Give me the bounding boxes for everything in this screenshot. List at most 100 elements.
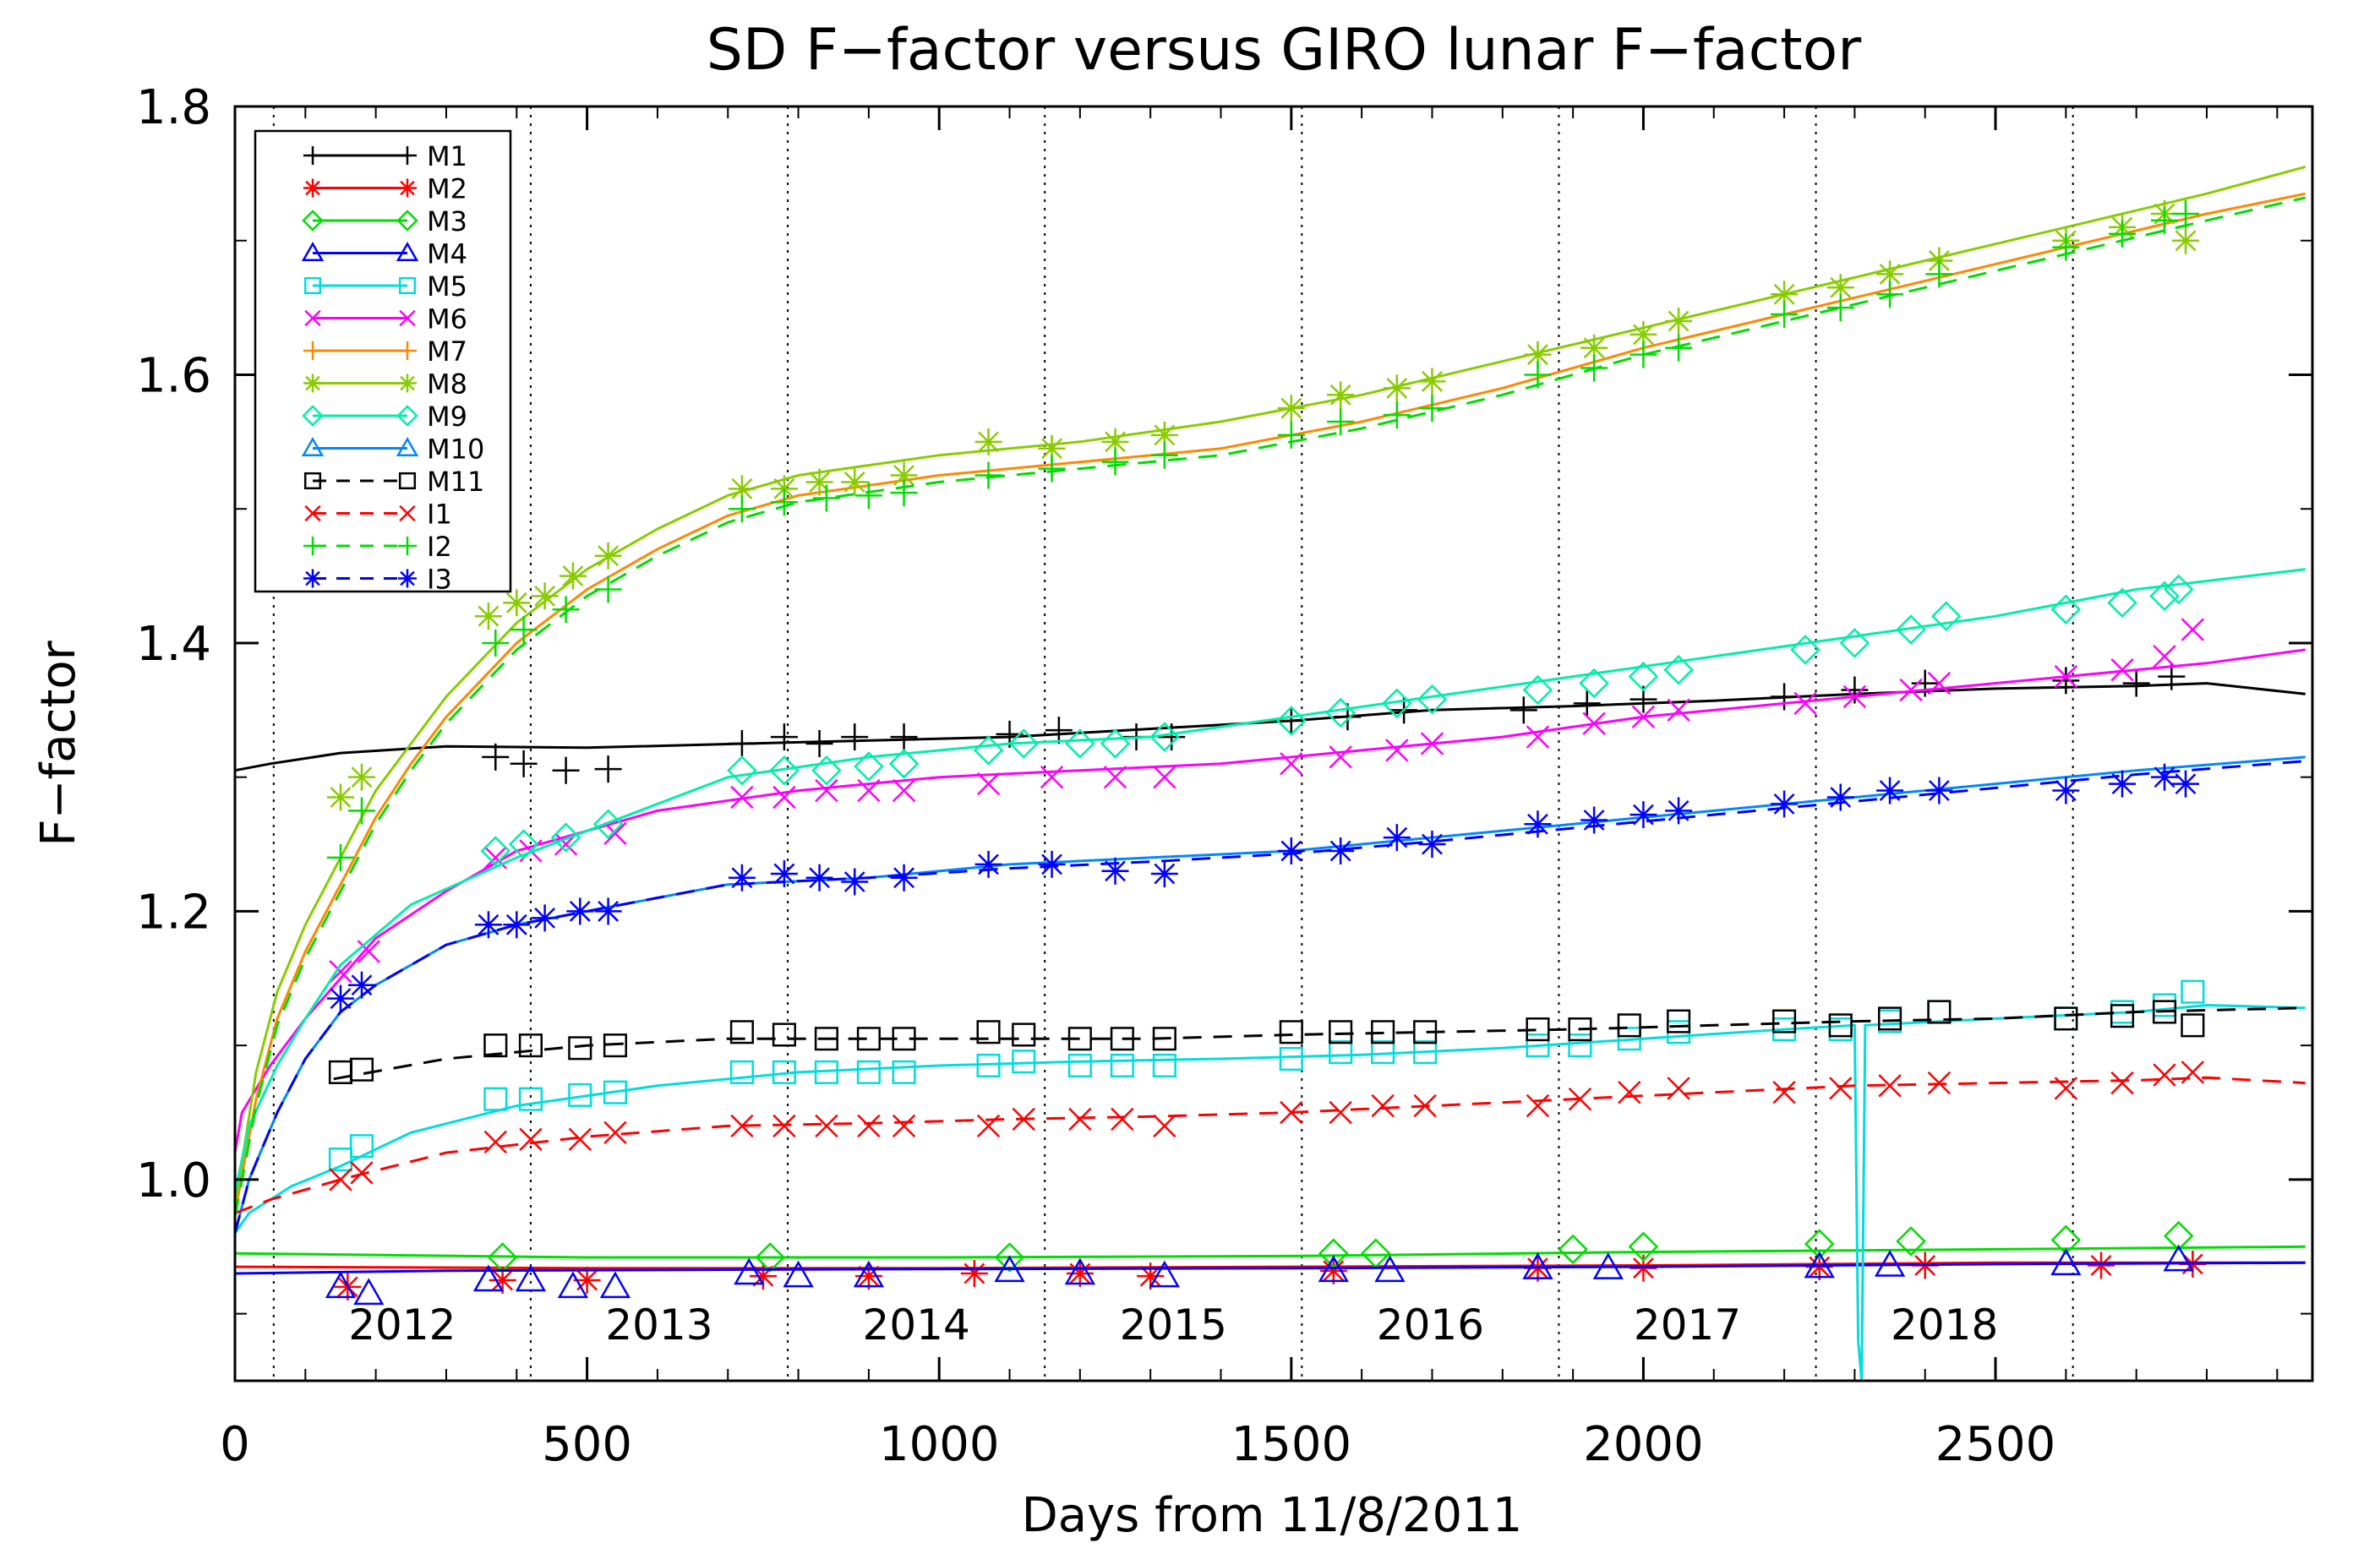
data-point	[2163, 1244, 2194, 1272]
legend-marker	[303, 276, 322, 295]
marker-stroke	[893, 465, 914, 486]
data-point	[2172, 770, 2200, 798]
marker-stroke	[1068, 1107, 1092, 1131]
marker-stroke	[730, 1114, 754, 1138]
series-line-m1	[234, 682, 2306, 772]
data-point	[483, 1130, 507, 1154]
data-point	[890, 723, 918, 751]
marker-stroke	[305, 375, 320, 391]
data-point	[1665, 797, 1693, 825]
marker-shape	[1382, 688, 1412, 719]
marker-shape	[1279, 1046, 1303, 1072]
data-point	[1771, 683, 1799, 711]
data-point	[2151, 763, 2179, 791]
marker-stroke	[1772, 1081, 1796, 1104]
x-tick-label: 0	[220, 1417, 250, 1472]
marker-shape	[328, 1060, 353, 1084]
data-point	[1927, 671, 1951, 695]
data-point	[329, 960, 352, 984]
data-point	[1374, 1255, 1406, 1283]
marker-stroke	[1582, 712, 1606, 735]
data-point	[1878, 1074, 1902, 1098]
marker-shape	[994, 1255, 1025, 1283]
data-point	[1793, 691, 1817, 716]
marker-stroke	[483, 1130, 507, 1154]
marker-stroke	[598, 545, 620, 567]
marker-stroke	[2153, 1063, 2176, 1087]
marker-stroke	[329, 960, 352, 984]
marker-shape	[1361, 1238, 1391, 1268]
marker-shape	[398, 472, 417, 490]
data-point	[1413, 1093, 1437, 1118]
data-point	[594, 897, 622, 925]
marker-stroke	[1280, 1100, 1303, 1125]
marker-stroke	[1012, 1107, 1035, 1131]
data-point	[856, 1060, 881, 1084]
data-point	[1413, 1020, 1438, 1044]
legend-marker	[398, 178, 417, 198]
marker-stroke	[304, 309, 321, 327]
legend-label: M3	[427, 205, 467, 237]
marker-shape	[349, 1057, 374, 1082]
legend-label: M8	[427, 368, 467, 401]
marker-stroke	[330, 787, 352, 808]
data-point	[1896, 1226, 1926, 1257]
legend-label: M1	[427, 140, 467, 172]
data-point	[729, 1020, 754, 1044]
marker-shape	[1522, 674, 1553, 706]
legend-label: M11	[427, 466, 484, 498]
data-point	[974, 428, 1002, 455]
data-point	[1896, 614, 1926, 645]
series-m6	[233, 618, 2306, 1153]
data-point	[1580, 806, 1608, 834]
data-point	[326, 984, 354, 1012]
legend-label: M9	[427, 401, 467, 433]
data-point	[1319, 1257, 1347, 1284]
data-point	[1103, 766, 1127, 789]
data-point	[805, 468, 833, 496]
data-point	[854, 482, 882, 510]
legend-marker	[396, 436, 419, 456]
data-point	[1573, 690, 1601, 717]
marker-shape	[976, 1053, 1001, 1078]
legend-label: M4	[427, 238, 467, 270]
legend-marker	[398, 569, 417, 588]
marker-stroke	[731, 477, 753, 499]
data-point	[1524, 361, 1552, 389]
data-point	[1040, 766, 1064, 789]
data-point	[1153, 766, 1176, 789]
data-point	[1012, 1050, 1036, 1074]
marker-stroke	[1773, 283, 1795, 305]
data-point	[1418, 831, 1446, 859]
data-point	[2172, 226, 2200, 254]
year-label: 2018	[1891, 1301, 1998, 1350]
data-point	[2163, 574, 2194, 605]
data-point	[805, 864, 833, 892]
marker-stroke	[1329, 384, 1351, 406]
data-point	[1101, 857, 1129, 885]
data-point	[1628, 661, 1659, 692]
marker-stroke	[1280, 840, 1302, 862]
marker-shape	[2050, 1248, 2082, 1276]
marker-stroke	[400, 570, 415, 586]
marker-shape	[1149, 1260, 1181, 1288]
data-point	[1839, 628, 1870, 658]
marker-shape	[349, 1134, 374, 1159]
marker-stroke	[2054, 1077, 2078, 1100]
data-point	[1930, 601, 1962, 631]
data-point	[508, 829, 539, 859]
data-point	[1318, 1255, 1349, 1283]
data-point	[1065, 728, 1095, 759]
series-layer	[233, 165, 2306, 1382]
marker-stroke	[2181, 618, 2205, 641]
legend-marker	[398, 341, 417, 360]
marker-stroke	[1842, 684, 1867, 709]
x-tick-label: 500	[542, 1417, 632, 1472]
marker-shape	[1878, 1006, 1902, 1031]
marker-shape	[557, 1271, 589, 1299]
marker-shape	[1110, 1053, 1134, 1078]
data-point	[2152, 1000, 2177, 1024]
marker-shape	[853, 1260, 885, 1288]
data-point	[960, 1260, 988, 1288]
